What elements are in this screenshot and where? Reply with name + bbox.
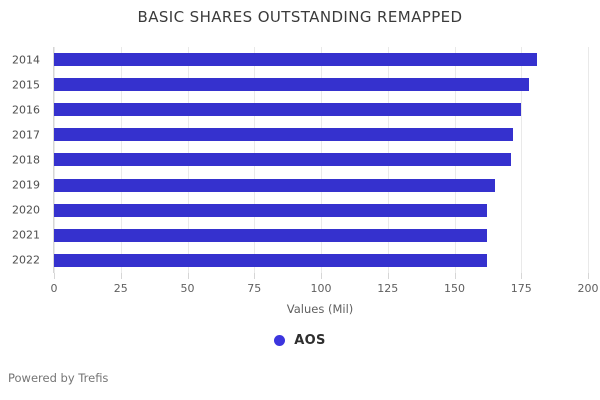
- powered-by-trefis: Powered by Trefis: [8, 371, 109, 385]
- y-axis-label: 2019: [12, 178, 40, 192]
- bar-2019: [54, 178, 495, 192]
- x-tick-mark: [187, 273, 189, 279]
- bar-2020: [54, 203, 487, 217]
- y-axis-label: 2017: [12, 128, 40, 142]
- bar-row: 2022: [12, 253, 588, 267]
- x-tick-label: 125: [377, 282, 399, 295]
- x-tick-mark: [254, 273, 256, 279]
- legend-marker-dot: [274, 335, 286, 346]
- bar-2022: [54, 253, 487, 267]
- x-tick-mark: [120, 273, 122, 279]
- bar-2015: [54, 78, 530, 92]
- y-axis-label: 2016: [12, 103, 40, 117]
- y-axis-label: 2014: [12, 53, 40, 67]
- x-tick-label: 150: [444, 282, 465, 295]
- gridline: [521, 47, 523, 273]
- x-tick-label: 175: [510, 282, 532, 295]
- bar-row: 2017: [12, 128, 588, 142]
- y-axis-label: 2022: [12, 253, 40, 267]
- bar-row: 2015: [12, 78, 588, 92]
- x-tick-mark: [321, 273, 322, 279]
- x-tick-mark: [454, 273, 456, 279]
- legend-label: AOS: [294, 333, 326, 348]
- plot-area: 2014 2015 2016 2017 2018 2019 2020 2021 2022 0 25…: [12, 47, 599, 295]
- bar-row: 2016: [12, 103, 588, 117]
- x-axis-title: Values (Mil): [286, 302, 354, 316]
- x-tick-mark: [387, 273, 389, 279]
- bar-2021: [54, 228, 487, 242]
- x-tick-label: 0: [50, 282, 58, 295]
- x-tick-mark: [521, 273, 523, 279]
- bar-2018: [54, 153, 511, 167]
- y-axis-label: 2020: [12, 203, 40, 217]
- bar-2016: [54, 103, 522, 117]
- x-tick-mark: [54, 273, 55, 279]
- bar-row: 2018: [12, 153, 588, 167]
- x-tick-label: 50: [180, 282, 195, 295]
- x-tick-label: 75: [247, 282, 262, 295]
- y-axis-label: 2018: [12, 153, 40, 167]
- x-tick-mark: [588, 273, 589, 279]
- bar-rows: 2014 2015 2016 2017 2018 2019 2020 2021 2022: [12, 47, 588, 273]
- y-axis-label: 2021: [12, 228, 40, 242]
- y-axis-label: 2015: [12, 78, 40, 92]
- bar-2017: [54, 128, 514, 142]
- chart-title: BASIC SHARES OUTSTANDING REMAPPED: [137, 8, 463, 26]
- x-tick-label: 200: [577, 282, 599, 295]
- bar-row: 2014: [12, 53, 588, 67]
- x-tick-label: 25: [113, 282, 128, 295]
- legend-item-aos[interactable]: AOS: [0, 333, 600, 348]
- bar-row: 2019: [12, 178, 588, 192]
- gridline: [588, 47, 589, 273]
- bar-2014: [54, 53, 538, 67]
- x-tick-label: 100: [310, 282, 332, 295]
- bar-row: 2020: [12, 203, 588, 217]
- bar-row: 2021: [12, 228, 588, 242]
